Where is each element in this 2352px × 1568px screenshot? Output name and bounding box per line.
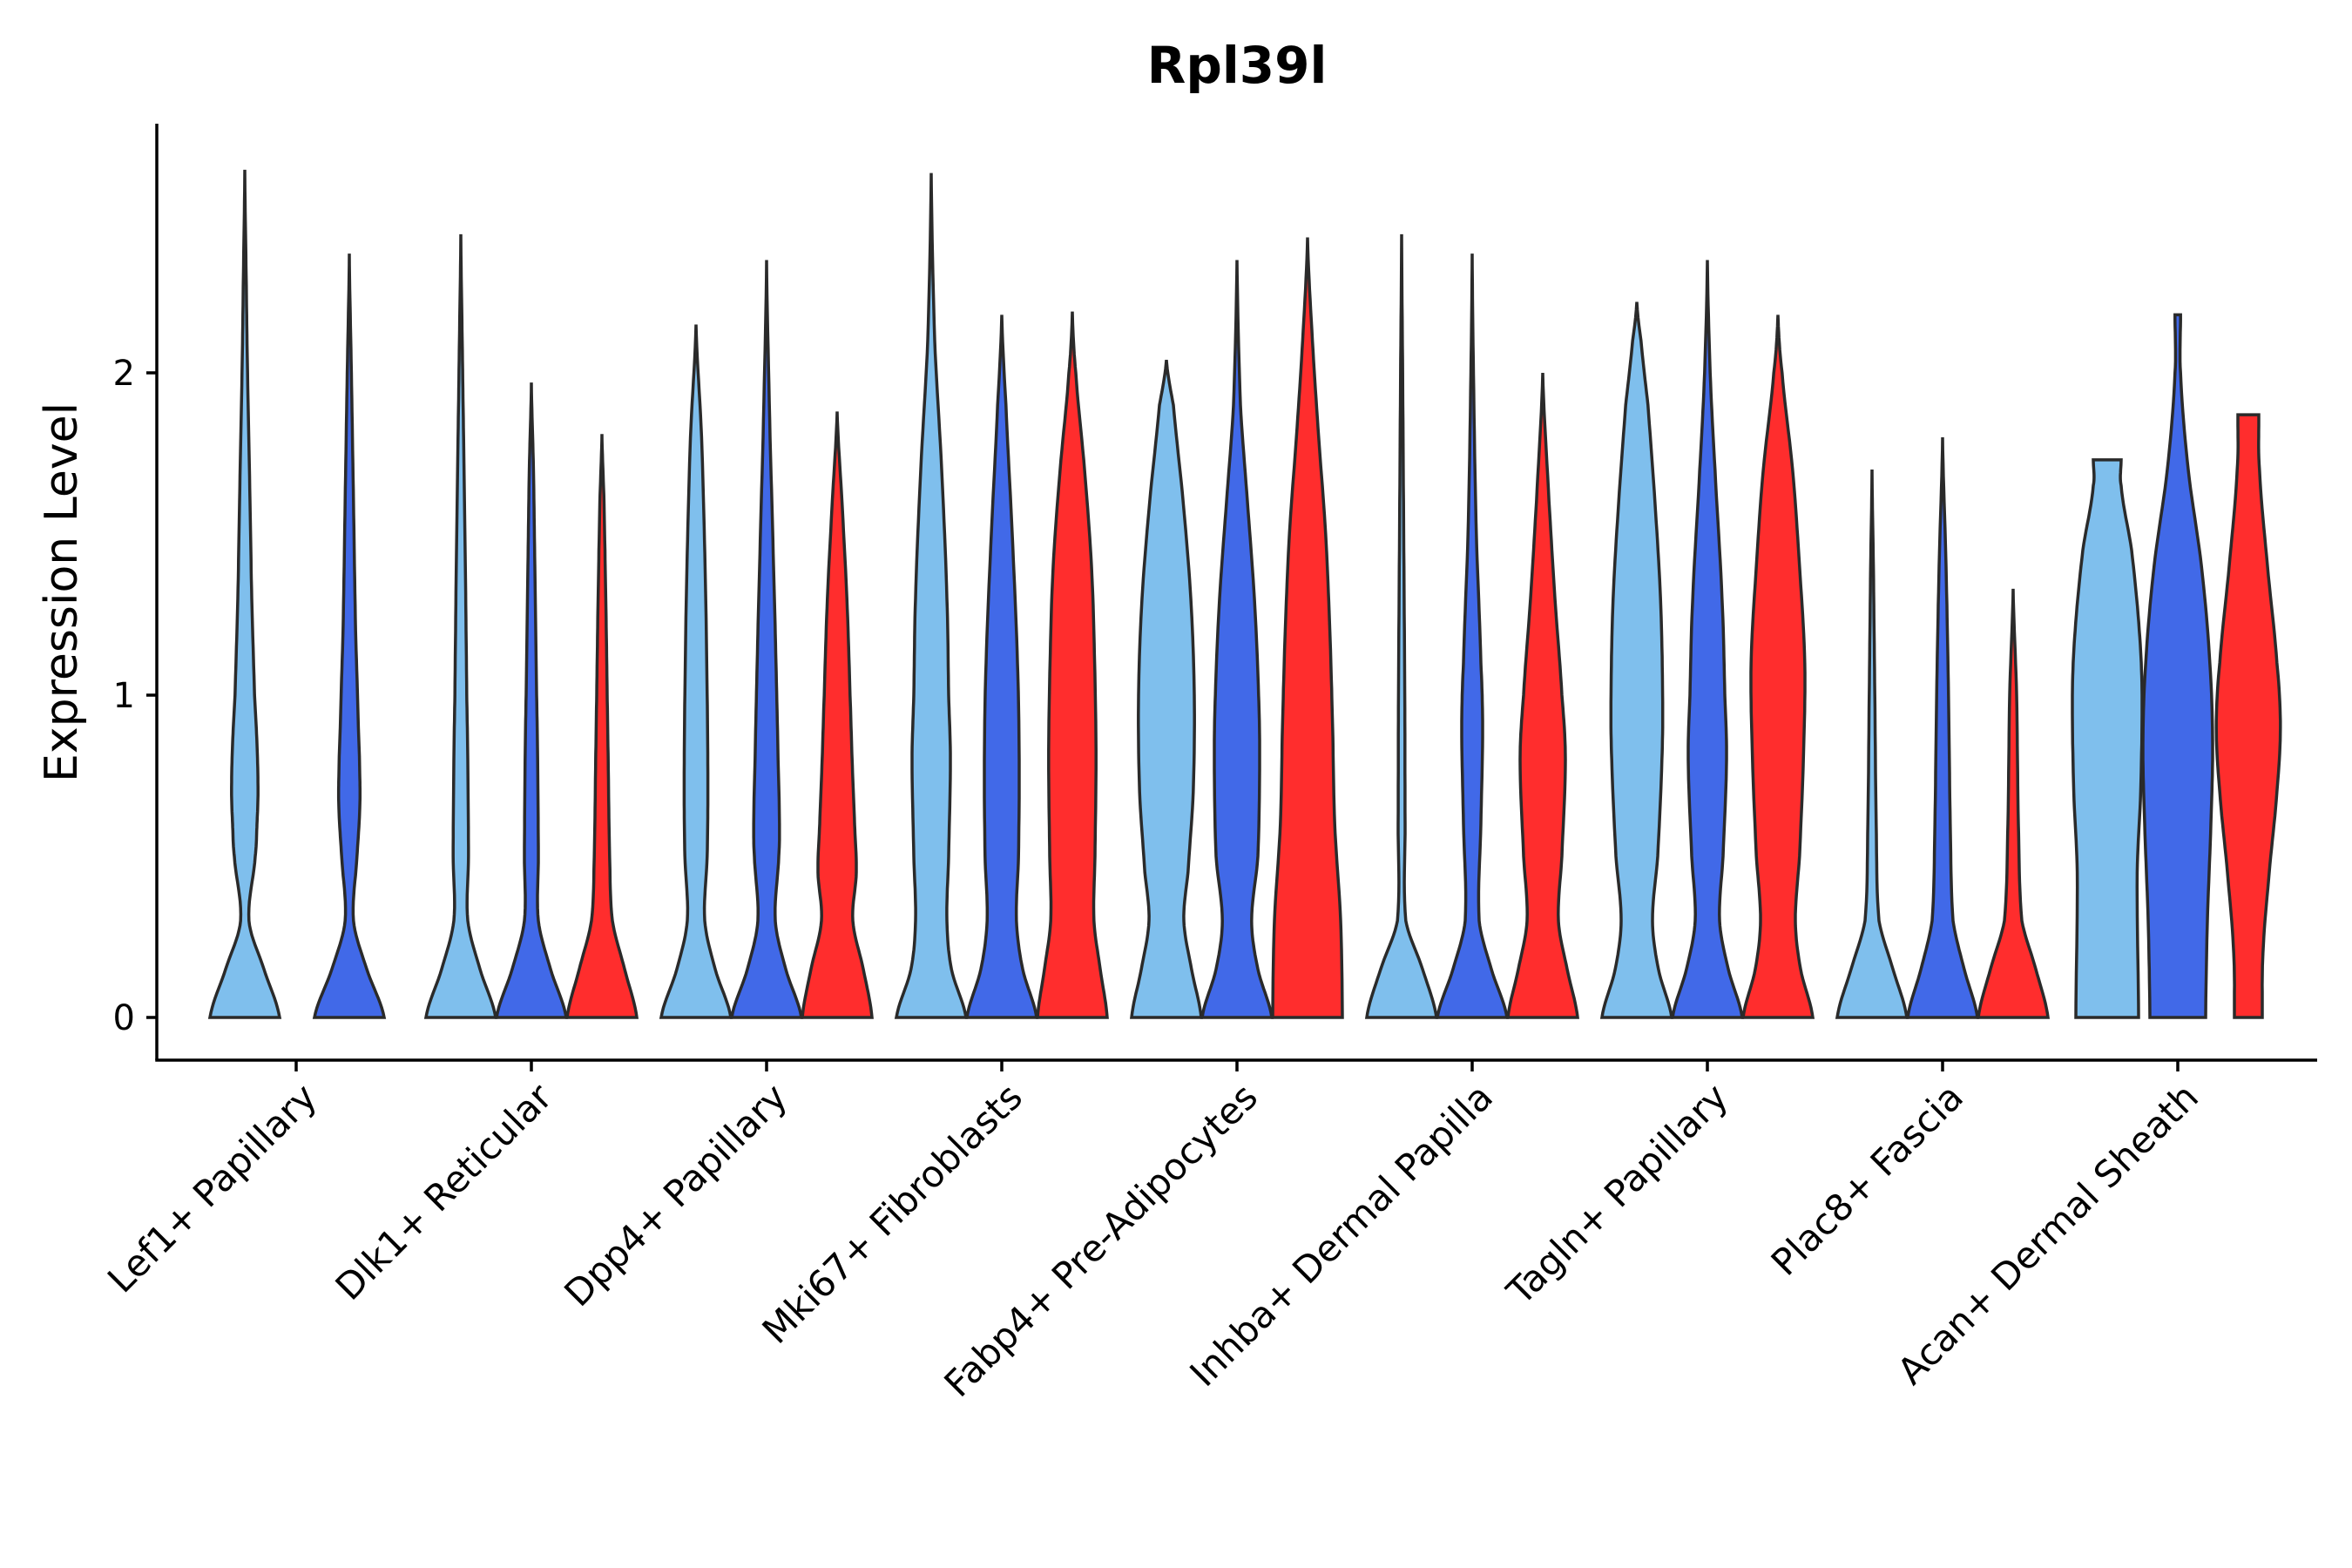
violin-2 [964,314,1039,1019]
x-tick-label: Dlk1+ Reticular [328,1075,561,1308]
y-axis-label: Expression Level [36,402,88,782]
violin-2 [1905,436,1980,1019]
violin-1 [894,172,969,1019]
violin-group [1364,233,1579,1019]
violin-1 [1130,360,1203,1019]
violin-2 [1670,260,1745,1019]
violin-2 [1200,260,1274,1019]
violin-1 [423,233,498,1019]
violin-3 [1740,314,1815,1019]
violin-group [2071,313,2282,1019]
x-tick-label: Dpp4+ Papillary [556,1075,795,1315]
violin-1 [659,324,733,1019]
x-tick-label: Plac8+ Fascia [1763,1075,1971,1283]
violin-2 [1435,253,1510,1019]
violin-1 [2071,458,2144,1019]
x-tick-label: Lef1+ Papillary [99,1075,325,1301]
violin-group [1130,237,1344,1019]
violin-3 [2214,413,2282,1019]
violin-group [894,172,1109,1019]
violin-group [1835,436,2051,1019]
violin-group [1599,260,1815,1019]
chart-title: Rpl39l [1147,36,1328,95]
violin-group [659,260,874,1019]
violin-1 [1835,469,1909,1019]
violin-group-layer [207,169,2282,1019]
violin-1 [1364,233,1439,1019]
violin-3 [1036,311,1109,1019]
violin-2 [312,253,387,1019]
violin-group [207,169,387,1019]
x-tick-label: Mki67+ Fibroblasts [754,1075,1031,1351]
violin-2 [494,382,569,1019]
violin-3 [1271,237,1344,1019]
y-tick-label: 0 [113,998,135,1038]
violin-2 [2141,313,2214,1019]
violin-3 [564,434,639,1019]
violin-group [423,233,639,1019]
violin-3 [801,411,874,1019]
x-tick-label: Tagln+ Papillary [1498,1075,1736,1313]
violin-1 [1599,301,1674,1019]
y-tick-label: 2 [113,354,135,394]
y-ticks: 0 1 2 [113,354,157,1038]
violin-3 [1976,588,2051,1019]
violin-2 [729,260,804,1019]
violin-3 [1506,372,1579,1019]
violin-1 [207,169,282,1019]
y-tick-label: 1 [113,676,135,716]
